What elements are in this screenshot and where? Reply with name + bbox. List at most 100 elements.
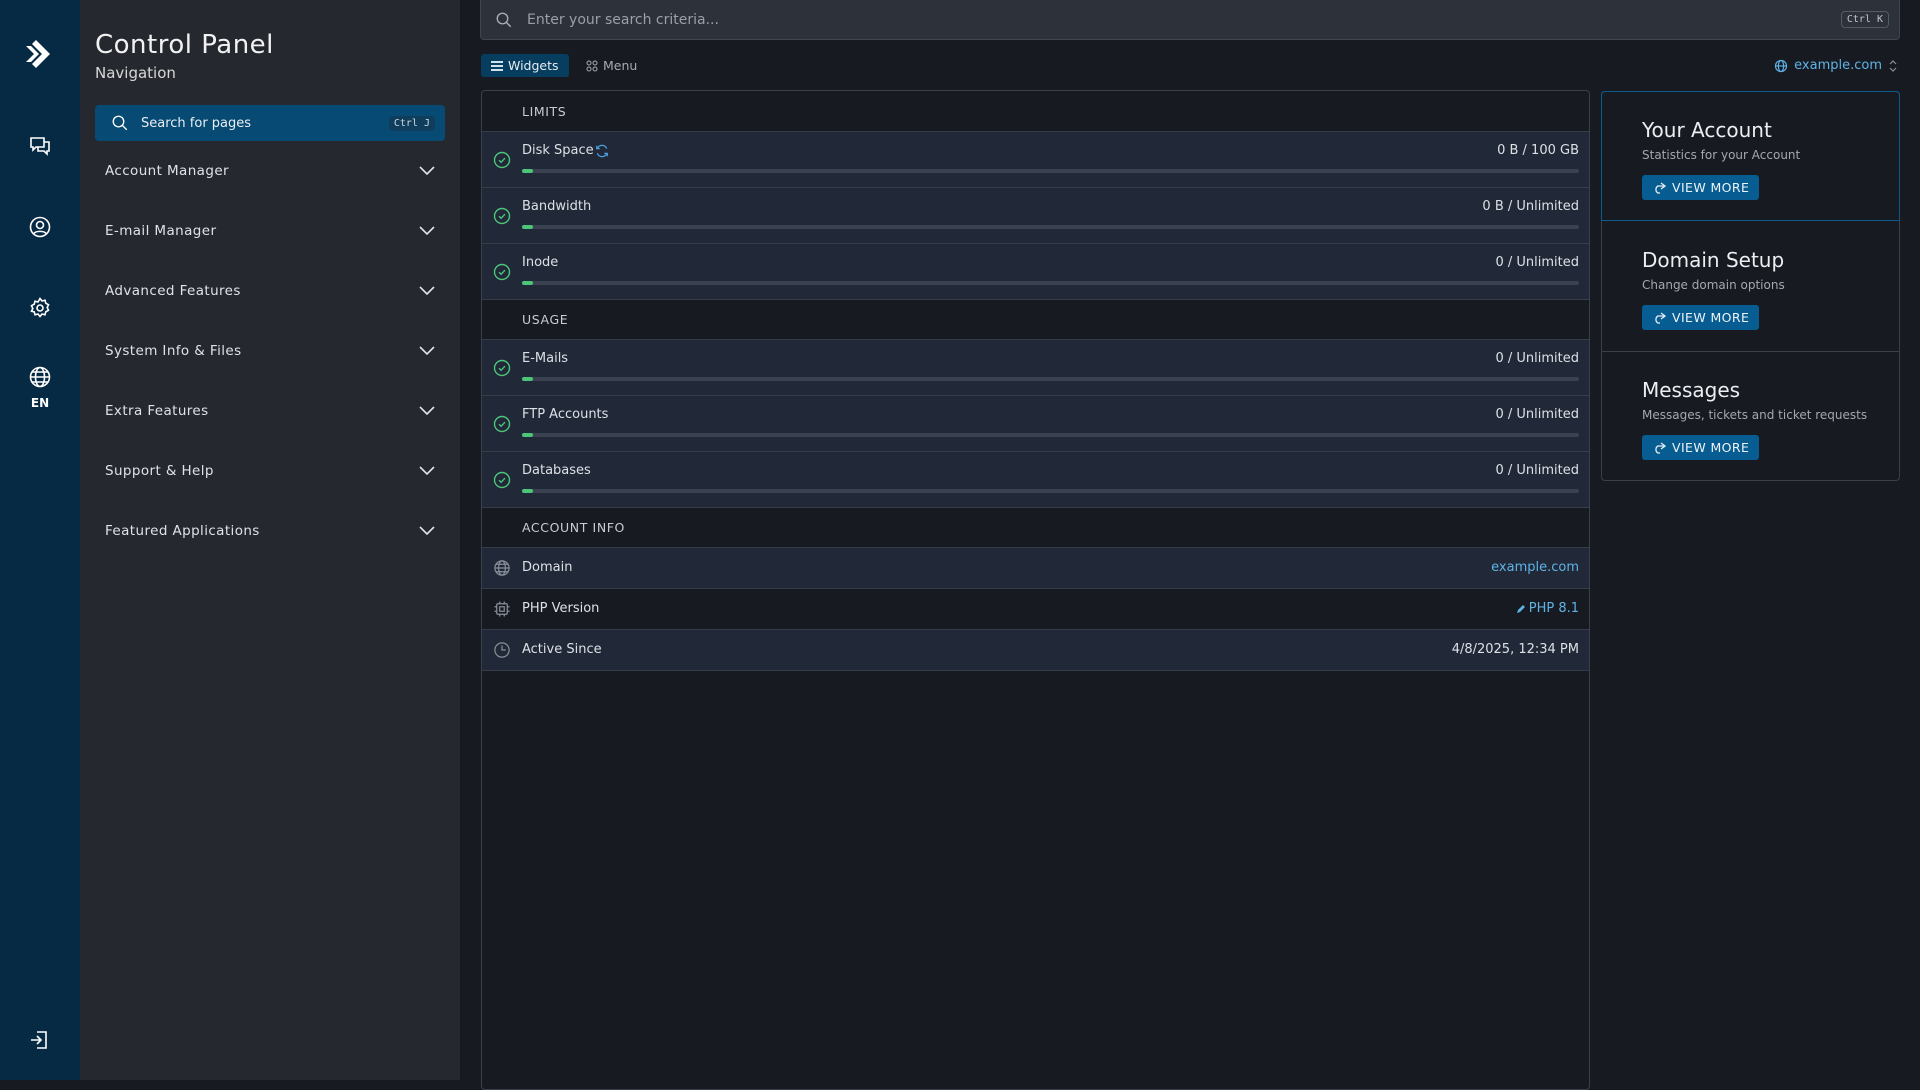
info-value-text: 4/8/2025, 12:34 PM [1451, 642, 1579, 657]
nav-item-label: Featured Applications [105, 523, 260, 539]
search-icon [496, 12, 512, 27]
nav-item-label: E-mail Manager [105, 223, 217, 239]
info-value-text: example.com [1491, 560, 1579, 575]
info-value[interactable]: example.com [1491, 560, 1579, 575]
account-info-row: PHP Version PHP 8.1 [482, 589, 1589, 630]
usage-progress-fill [522, 225, 533, 229]
global-search-input[interactable]: Enter your search criteria... Ctrl K [480, 0, 1900, 40]
panel-title: Control Panel [95, 30, 274, 60]
info-label: Active Since [522, 642, 602, 657]
nav-item[interactable]: Featured Applications [95, 509, 445, 553]
chevron-down-icon [419, 346, 435, 356]
navigation-panel: Control Panel Navigation Search for page… [80, 0, 460, 1080]
language-label[interactable]: EN [30, 396, 50, 410]
chevron-down-icon [419, 226, 435, 236]
card-subtitle: Statistics for your Account [1642, 148, 1801, 162]
card-title: Domain Setup [1642, 248, 1785, 272]
share-arrow-icon [1655, 181, 1666, 194]
chevron-down-icon [419, 406, 435, 416]
usage-value: 0 / Unlimited [1495, 351, 1579, 366]
search-icon [112, 115, 128, 131]
logout-icon[interactable] [20, 1020, 60, 1060]
usage-value: 0 / Unlimited [1495, 463, 1579, 478]
nav-item-label: Account Manager [105, 163, 229, 179]
tab-widgets[interactable]: Widgets [481, 54, 569, 77]
logo-icon[interactable] [20, 34, 60, 74]
check-circle-icon [493, 263, 511, 281]
tab-menu[interactable]: Menu [576, 54, 647, 77]
usage-progress-fill [522, 169, 533, 173]
shortcut-badge: Ctrl J [388, 115, 435, 131]
check-circle-icon [493, 471, 511, 489]
user-icon[interactable] [20, 207, 60, 247]
usage-row: Bandwidth 0 B / Unlimited [482, 188, 1589, 244]
button-label: VIEW MORE [1672, 310, 1750, 325]
grid-icon [586, 60, 598, 71]
widgets-panel: LIMITS Disk Space 0 B / 100 GB Bandwidth… [481, 90, 1590, 1090]
cpu-icon [493, 600, 511, 618]
nav-item[interactable]: System Info & Files [95, 329, 445, 373]
chevron-down-icon [419, 466, 435, 476]
check-circle-icon [493, 415, 511, 433]
usage-progress-bar [522, 433, 1579, 437]
refresh-icon[interactable] [595, 144, 609, 158]
usage-progress-bar [522, 489, 1579, 493]
nav-item-label: System Info & Files [105, 343, 242, 359]
usage-value: 0 / Unlimited [1495, 255, 1579, 270]
globe-icon [1775, 59, 1788, 72]
info-value[interactable]: PHP 8.1 [1516, 601, 1579, 616]
card-title: Your Account [1642, 118, 1772, 142]
shortcut-badge: Ctrl K [1840, 11, 1889, 28]
settings-icon[interactable] [20, 288, 60, 328]
section-header: LIMITS [482, 91, 1589, 132]
check-circle-icon [493, 151, 511, 169]
check-circle-icon [493, 207, 511, 225]
usage-progress-bar [522, 169, 1579, 173]
nav-item[interactable]: Advanced Features [95, 269, 445, 313]
usage-row: E-Mails 0 / Unlimited [482, 340, 1589, 396]
usage-row: Disk Space 0 B / 100 GB [482, 132, 1589, 188]
usage-label: Databases [522, 463, 591, 478]
usage-progress-bar [522, 281, 1579, 285]
usage-progress-fill [522, 281, 533, 285]
usage-progress-bar [522, 377, 1579, 381]
chevron-down-icon [419, 526, 435, 536]
info-label: PHP Version [522, 601, 600, 616]
view-more-button[interactable]: VIEW MORE [1642, 175, 1760, 200]
quick-link-card: Your Account Statistics for your Account… [1601, 91, 1900, 221]
page-search-input[interactable]: Search for pages Ctrl J [95, 105, 445, 141]
usage-row: Inode 0 / Unlimited [482, 244, 1589, 300]
usage-progress-fill [522, 433, 533, 437]
globe-icon[interactable] [20, 357, 60, 397]
search-placeholder: Search for pages [141, 115, 252, 131]
icon-rail: EN [0, 0, 80, 1080]
usage-label: FTP Accounts [522, 407, 609, 422]
card-title: Messages [1642, 378, 1741, 402]
card-subtitle: Messages, tickets and ticket requests [1642, 408, 1868, 422]
nav-item[interactable]: E-mail Manager [95, 209, 445, 253]
share-arrow-icon [1655, 311, 1666, 324]
nav-item[interactable]: Support & Help [95, 449, 445, 493]
view-more-button[interactable]: VIEW MORE [1642, 305, 1760, 330]
info-value-text: PHP 8.1 [1528, 601, 1579, 616]
usage-progress-bar [522, 225, 1579, 229]
nav-item-label: Support & Help [105, 463, 214, 479]
account-info-row: Domain example.com [482, 548, 1589, 589]
domain-selector[interactable]: example.com [1774, 58, 1898, 73]
nav-item[interactable]: Account Manager [95, 149, 445, 193]
share-arrow-icon [1655, 441, 1666, 454]
usage-value: 0 / Unlimited [1495, 407, 1579, 422]
chat-icon[interactable] [20, 126, 60, 166]
clock-icon [493, 641, 511, 659]
chevron-down-icon [419, 166, 435, 176]
info-label: Domain [522, 560, 573, 575]
quick-link-card: Domain Setup Change domain options VIEW … [1602, 222, 1899, 352]
nav-item-label: Advanced Features [105, 283, 241, 299]
usage-row: Databases 0 / Unlimited [482, 452, 1589, 508]
view-more-button[interactable]: VIEW MORE [1642, 435, 1760, 460]
usage-label: E-Mails [522, 351, 569, 366]
tab-label: Menu [603, 58, 638, 73]
nav-item[interactable]: Extra Features [95, 389, 445, 433]
card-subtitle: Change domain options [1642, 278, 1785, 292]
nav-item-label: Extra Features [105, 403, 209, 419]
